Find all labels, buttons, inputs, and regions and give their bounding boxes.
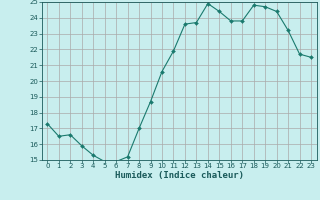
- X-axis label: Humidex (Indice chaleur): Humidex (Indice chaleur): [115, 171, 244, 180]
